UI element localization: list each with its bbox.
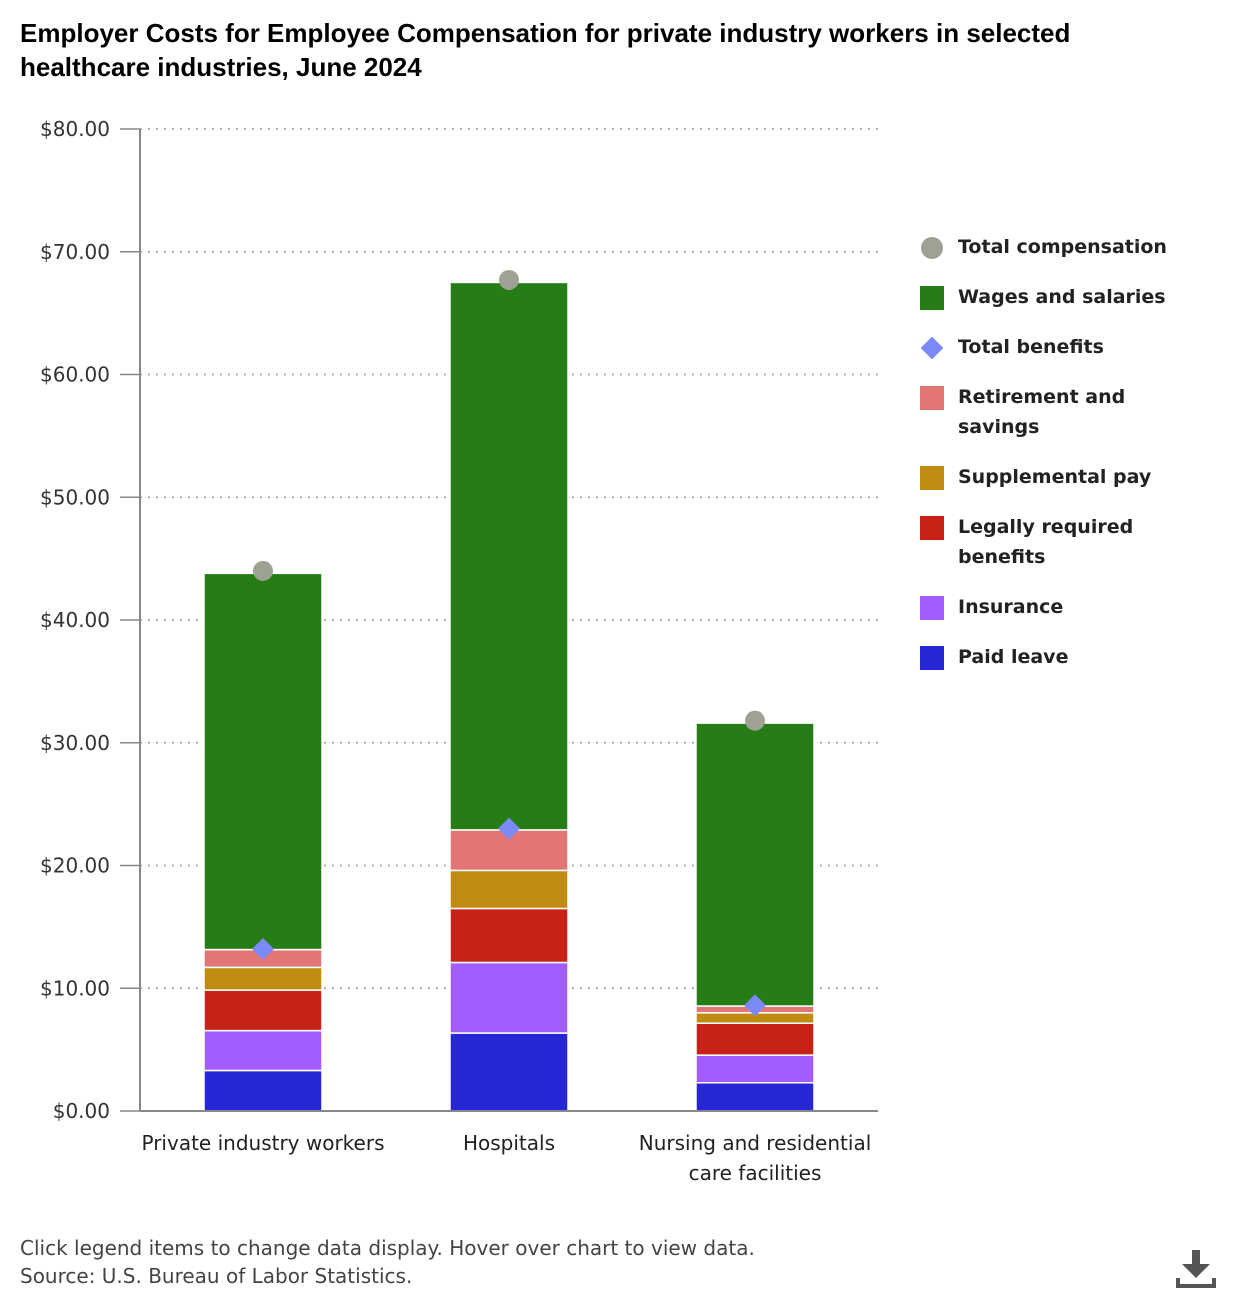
y-tick-label: $70.00 bbox=[40, 240, 110, 264]
legend-swatch-square-icon bbox=[920, 286, 944, 310]
bar-segment-paid-leave[interactable] bbox=[203, 1069, 323, 1112]
x-tick-label: Private industry workers bbox=[142, 1131, 385, 1155]
legend-label: Supplemental pay bbox=[958, 466, 1152, 488]
y-tick-label: $20.00 bbox=[40, 854, 110, 878]
legend-item-total-benefits[interactable]: Total benefits bbox=[918, 332, 1218, 362]
bar-segment-legally-required-benefits[interactable] bbox=[695, 1022, 815, 1056]
legend-item-legally-required-benefits[interactable]: Legally required benefits bbox=[918, 512, 1158, 572]
bar-segment-wages-and-salaries[interactable] bbox=[695, 722, 815, 1007]
legend-swatch-square-icon bbox=[920, 596, 944, 620]
marker-total-compensation[interactable] bbox=[253, 560, 273, 581]
bar-segment-insurance[interactable] bbox=[695, 1054, 815, 1084]
bar-segment-insurance[interactable] bbox=[449, 961, 569, 1034]
legend-swatch-square-icon bbox=[920, 516, 944, 540]
x-tick-label: Hospitals bbox=[463, 1131, 555, 1155]
x-tick-label: Nursing and residential care facilities bbox=[639, 1131, 872, 1185]
legend: Total compensation Wages and salaries To… bbox=[918, 232, 1218, 692]
legend-label: Insurance bbox=[958, 596, 1064, 618]
marker-total-benefits[interactable] bbox=[498, 817, 520, 840]
legend-item-total-compensation[interactable]: Total compensation bbox=[918, 232, 1218, 262]
legend-label: Wages and salaries bbox=[958, 286, 1166, 308]
legend-swatch-square-icon bbox=[920, 646, 944, 670]
marker-total-benefits[interactable] bbox=[744, 994, 766, 1017]
legend-item-supplemental-pay[interactable]: Supplemental pay bbox=[918, 462, 1218, 492]
bar-segment-supplemental-pay[interactable] bbox=[203, 966, 323, 991]
legend-swatch-square-icon bbox=[920, 466, 944, 490]
legend-label: Total compensation bbox=[958, 236, 1167, 258]
download-icon[interactable] bbox=[1172, 1248, 1220, 1292]
legend-swatch-square-icon bbox=[920, 386, 944, 410]
marker-total-compensation[interactable] bbox=[499, 269, 519, 290]
legend-label: Legally required benefits bbox=[958, 516, 1134, 568]
legend-label: Paid leave bbox=[958, 646, 1069, 668]
y-tick-label: $40.00 bbox=[40, 608, 110, 632]
marker-total-compensation[interactable] bbox=[745, 710, 765, 731]
bar-segment-insurance[interactable] bbox=[203, 1029, 323, 1072]
y-tick-label: $50.00 bbox=[40, 485, 110, 509]
bar-segment-paid-leave[interactable] bbox=[695, 1082, 815, 1112]
marker-total-benefits[interactable] bbox=[252, 937, 274, 960]
legend-label: Total benefits bbox=[958, 336, 1104, 358]
bar-segment-legally-required-benefits[interactable] bbox=[449, 907, 569, 964]
legend-item-paid-leave[interactable]: Paid leave bbox=[918, 642, 1218, 672]
chart-footer: Click legend items to change data displa… bbox=[20, 1234, 755, 1290]
legend-item-wages-and-salaries[interactable]: Wages and salaries bbox=[918, 282, 1218, 312]
chart-title: Employer Costs for Employee Compensation… bbox=[20, 18, 1071, 82]
y-tick-label: $80.00 bbox=[40, 117, 110, 141]
legend-item-insurance[interactable]: Insurance bbox=[918, 592, 1218, 622]
bar-segment-legally-required-benefits[interactable] bbox=[203, 989, 323, 1032]
bar-segment-wages-and-salaries[interactable] bbox=[449, 281, 569, 831]
bar-segment-supplemental-pay[interactable] bbox=[449, 869, 569, 910]
bar-segment-wages-and-salaries[interactable] bbox=[203, 572, 323, 951]
legend-label: Retirement and savings bbox=[958, 386, 1126, 438]
bar-segment-paid-leave[interactable] bbox=[449, 1032, 569, 1112]
y-tick-label: $0.00 bbox=[53, 1099, 110, 1123]
bars bbox=[203, 281, 815, 1112]
footer-source: Source: U.S. Bureau of Labor Statistics. bbox=[20, 1264, 413, 1288]
y-tick-label: $60.00 bbox=[40, 363, 110, 387]
y-tick-label: $10.00 bbox=[40, 976, 110, 1000]
axes: $0.00 $10.00 $20.00 $30.00 $40.00 $50.00 $60.0… bbox=[40, 117, 878, 1185]
markers bbox=[252, 269, 766, 1017]
legend-item-retirement-and-savings[interactable]: Retirement and savings bbox=[918, 382, 1158, 442]
footer-instructions: Click legend items to change data displa… bbox=[20, 1236, 755, 1260]
legend-swatch-circle-icon bbox=[921, 237, 943, 259]
legend-swatch-diamond-icon bbox=[920, 336, 944, 360]
y-tick-label: $30.00 bbox=[40, 731, 110, 755]
